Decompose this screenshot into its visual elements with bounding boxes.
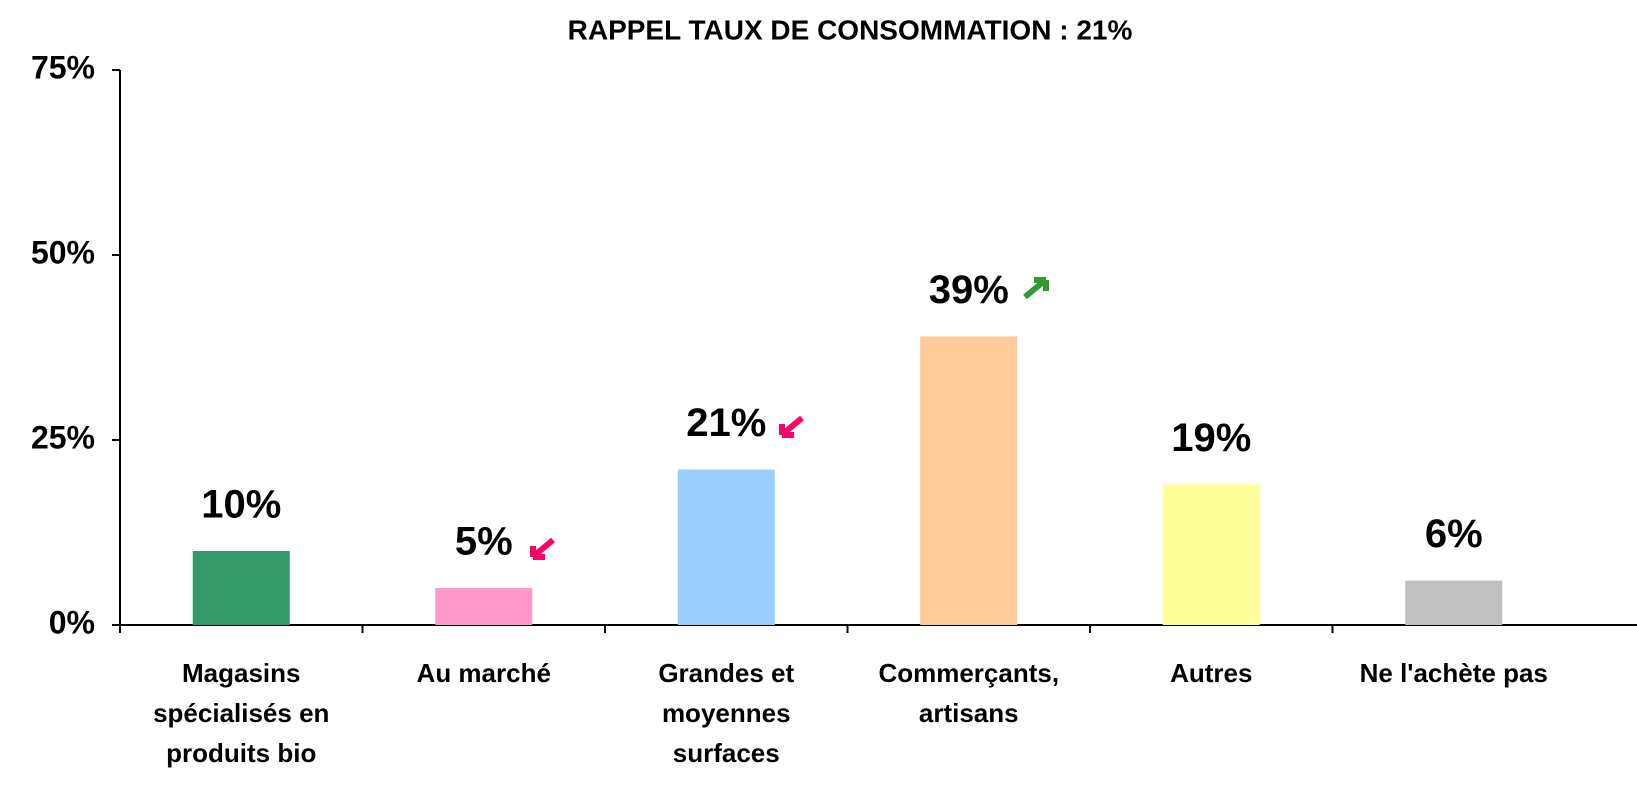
value-label: 39% [929,268,1009,312]
trend-arrow-up [1023,277,1049,300]
x-tick-label: Au marché [416,658,551,688]
y-tick-label: 75% [31,49,95,85]
value-label: 10% [201,483,281,527]
bar [677,469,775,625]
value-label: 5% [455,520,513,564]
chart-title: RAPPEL TAUX DE CONSOMMATION : 21% [568,14,1133,45]
trend-arrow-down [779,415,804,438]
y-tick-label: 0% [49,604,95,640]
x-tick-label: Commerçants, artisans [878,658,1060,728]
x-tick-label: Grandes et moyennes surfaces [658,658,795,768]
bar [920,336,1018,625]
x-tick-label: Autres [1170,658,1253,688]
bar [1405,580,1503,625]
value-label: 6% [1425,512,1483,556]
y-tick-label: 50% [31,234,95,270]
y-tick-label: 25% [31,419,95,455]
value-label: 21% [686,401,766,445]
value-label: 19% [1171,416,1251,460]
x-tick-label: Magasins spécialisés en produits bio [153,658,330,768]
trend-arrow-down [530,537,555,560]
bar [435,588,533,625]
bar [192,551,290,625]
bar [1162,484,1260,625]
x-tick-label: Ne l'achète pas [1359,658,1548,688]
